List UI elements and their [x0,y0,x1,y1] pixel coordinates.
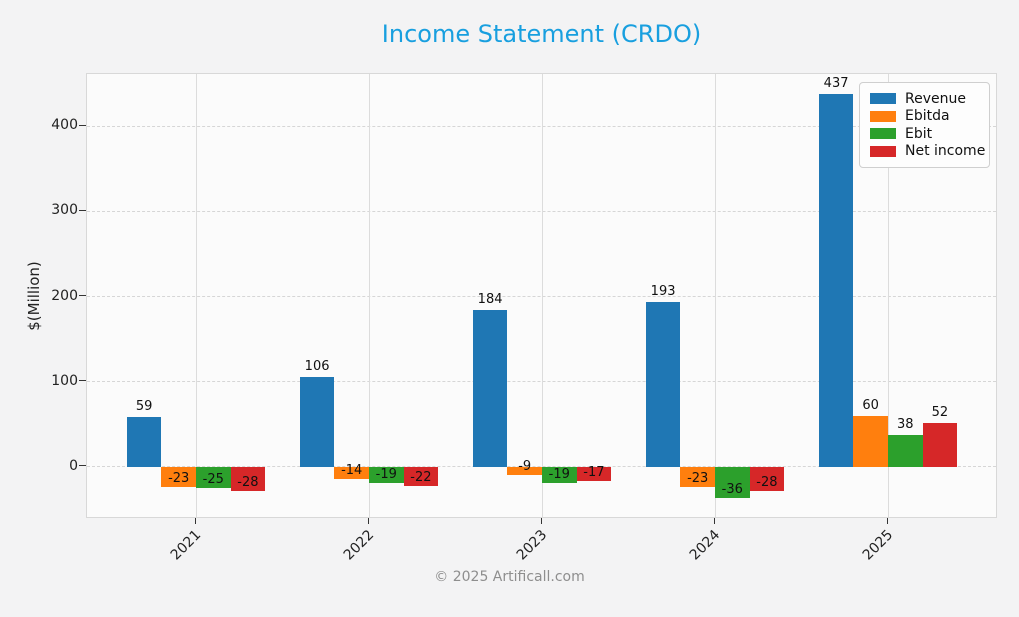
legend-label-net-income: Net income [905,143,986,160]
bar-label-ebitda-2021: -23 [168,470,190,486]
v-gridline [887,74,889,517]
legend-swatch-net-income [870,145,896,157]
bar-ebit-2025 [888,434,923,467]
bar-label-revenue-2023: 184 [477,292,503,308]
bar-label-ebit-2021: -25 [202,472,224,488]
y-tick-label: 100 [51,372,78,389]
x-tick-mark [886,518,888,524]
bar-label-ebit-2022: -19 [375,467,397,483]
y-tick-mark [79,380,86,382]
x-tick-mark [194,518,196,524]
bar-revenue-2025 [818,94,854,467]
bar-label-net-income-2022: -22 [410,469,432,485]
y-tick-mark [79,209,86,211]
bar-net-income-2023 [576,466,612,482]
legend-swatch-ebit [870,128,896,140]
v-gridline [541,74,543,517]
bar-label-ebitda-2025: 60 [862,397,879,413]
bar-revenue-2023 [472,310,508,467]
bar-label-revenue-2021: 59 [135,398,153,414]
y-tick-label: 300 [51,202,78,219]
bar-label-ebit-2025: 38 [897,416,914,432]
bar-label-ebitda-2024: -23 [687,470,709,486]
bar-label-net-income-2023: -17 [583,465,605,481]
bar-ebitda-2023 [507,466,542,475]
x-tick-mark [540,518,542,524]
legend-label-ebit: Ebit [905,125,933,142]
legend: Revenue Ebitda Ebit Net income [859,82,990,168]
bar-label-revenue-2025: 437 [823,76,849,92]
bar-label-net-income-2024: -28 [756,474,778,490]
y-tick-mark [79,465,86,467]
v-gridline [714,74,716,517]
bar-revenue-2022 [299,376,335,467]
v-gridline [368,74,370,517]
x-tick-mark [713,518,715,524]
bar-label-revenue-2024: 193 [650,284,676,300]
legend-item-net-income: Net income [870,143,985,161]
bar-label-net-income-2021: -28 [237,474,259,490]
bar-label-ebit-2023: -19 [548,467,570,483]
v-gridline [195,74,197,517]
bar-label-ebitda-2023: -9 [518,458,532,474]
bar-ebit-2022 [369,466,404,484]
bar-net-income-2025 [922,422,958,467]
y-tick-label: 0 [69,457,78,474]
y-tick-mark [79,124,86,126]
bar-revenue-2021 [126,416,162,467]
bar-revenue-2024 [645,302,681,467]
x-tick-mark [367,518,369,524]
bar-ebitda-2025 [853,415,888,467]
bar-net-income-2022 [403,466,439,486]
legend-label-ebitda: Ebitda [905,108,950,125]
y-tick-mark [79,295,86,296]
y-tick-label: 400 [51,117,78,133]
bar-ebitda-2022 [334,466,369,479]
bar-ebit-2024 [715,466,750,498]
bar-ebitda-2021 [161,466,196,487]
bar-net-income-2021 [230,466,266,491]
legend-swatch-revenue [870,93,896,105]
bar-ebit-2021 [196,466,231,489]
legend-item-ebitda: Ebitda [870,108,979,126]
legend-item-revenue: Revenue [870,90,979,108]
bar-label-ebit-2024: -36 [721,481,743,497]
chart-title: Income Statement (CRDO) [381,20,702,48]
bar-ebitda-2024 [680,466,715,487]
bar-label-ebitda-2022: -14 [341,462,363,478]
bar-ebit-2023 [542,466,577,484]
legend-swatch-ebitda [870,110,896,122]
plot-area: 59 106 184 193 437 -23 -14 -9 -23 60 -25 -19 -19 -36 3… [86,73,997,518]
y-tick-label: 200 [51,287,78,304]
legend-item-ebit: Ebit [870,125,979,143]
bar-label-net-income-2025: 52 [931,404,949,420]
bar-label-revenue-2022: 106 [304,358,330,374]
footer-credit: © 2025 Artificall.com [434,569,585,585]
legend-label-revenue: Revenue [905,90,966,107]
bar-net-income-2024 [749,466,785,491]
